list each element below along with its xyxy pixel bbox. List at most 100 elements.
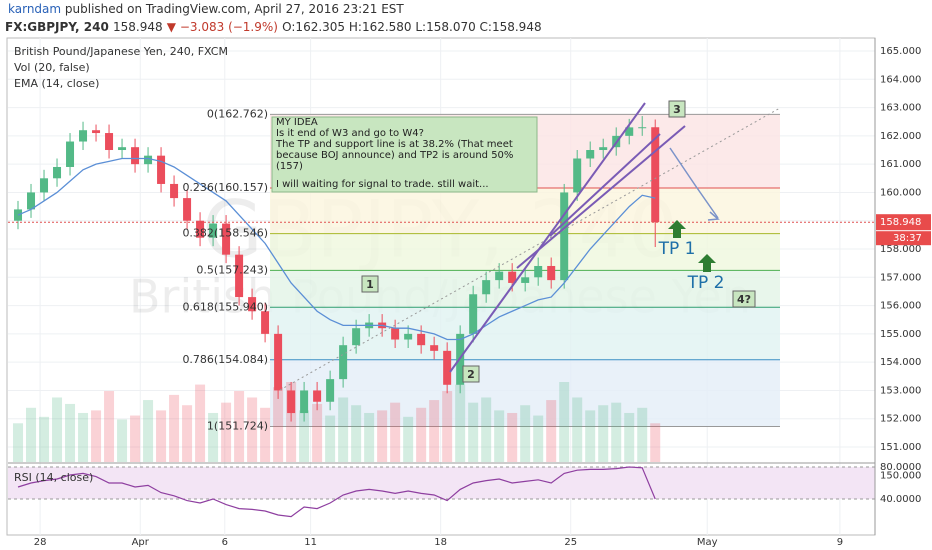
last-price: 158.948 xyxy=(113,20,163,34)
volume-bar xyxy=(78,412,89,462)
rsi-band xyxy=(8,467,875,499)
volume-bar xyxy=(208,412,219,462)
dotted-trend xyxy=(279,107,781,391)
y-tick-label: 154.000 xyxy=(880,357,921,368)
candle-body xyxy=(131,147,140,165)
candle-body xyxy=(417,333,426,346)
volume-bar xyxy=(312,403,323,462)
volume-bar xyxy=(546,400,557,462)
candle-body xyxy=(404,333,413,340)
target-label: TP 2 xyxy=(687,273,725,293)
author[interactable]: karndam xyxy=(8,2,61,16)
x-tick-label: 6 xyxy=(222,537,228,548)
candle-body xyxy=(66,141,75,167)
volume-bar xyxy=(351,405,362,462)
volume-bar xyxy=(507,412,518,462)
y-tick-label: 150.000 xyxy=(880,470,921,481)
volume-bar xyxy=(494,410,505,462)
volume-bar xyxy=(286,382,297,462)
volume-bar xyxy=(637,407,648,462)
y-tick-label: 165.000 xyxy=(880,46,921,57)
volume-bar xyxy=(104,391,115,462)
note-line: Is it end of W3 and go to W4? xyxy=(276,128,424,139)
candle-body xyxy=(274,333,283,391)
volume-bar xyxy=(169,394,180,462)
fib-label: 0.5(157.243) xyxy=(196,263,268,276)
candle-body xyxy=(495,271,504,281)
candle-body xyxy=(469,294,478,334)
y-tick-label: 160.000 xyxy=(880,187,921,198)
target-label: TP 1 xyxy=(658,239,696,259)
volume-bar xyxy=(468,402,479,462)
path-arrow xyxy=(669,147,719,219)
candle-body xyxy=(573,158,582,193)
note-line: (157) xyxy=(276,161,303,172)
timer-tag: 38:37 xyxy=(893,233,922,244)
candle-body xyxy=(92,130,101,134)
trend-line xyxy=(516,125,686,269)
price-tag-bg xyxy=(876,214,931,231)
drawings xyxy=(279,102,781,391)
volume-bar xyxy=(429,400,440,462)
volume-bar xyxy=(611,402,622,462)
ema-line xyxy=(17,157,656,341)
y-tick-label: 164.000 xyxy=(880,74,921,85)
x-tick-label: 11 xyxy=(304,537,317,548)
volume-bar xyxy=(338,397,349,462)
candle-body xyxy=(235,254,244,298)
volume-bar xyxy=(455,384,466,462)
candle-body xyxy=(222,223,231,255)
y-tick-label: 156.000 xyxy=(880,301,921,312)
y-tick-label: 158.000 xyxy=(880,244,921,255)
note-line: The TP and support line is at 38.2% (Tha… xyxy=(275,139,513,150)
y-tick-label: 155.000 xyxy=(880,329,921,340)
y-tick-label: 151.000 xyxy=(880,442,921,453)
change: ▼ −3.083 (−1.9%) xyxy=(167,20,278,34)
volume-bar xyxy=(221,402,232,462)
note-line: MY IDEA xyxy=(276,117,318,128)
y-tick-label: 152.000 xyxy=(880,414,921,425)
volume-bar xyxy=(26,407,37,462)
volume-bar xyxy=(65,403,76,462)
symbol-line: FX:GBPJPY, 240 158.948 ▼ −3.083 (−1.9%) … xyxy=(5,20,542,34)
price-tag: 158.948 xyxy=(880,217,921,228)
candle-body xyxy=(326,379,335,402)
wave-box xyxy=(668,100,686,118)
trend-line xyxy=(549,133,661,237)
candle-body xyxy=(534,265,543,278)
candle-body xyxy=(599,147,608,151)
volume-bar xyxy=(299,410,310,462)
candle-body xyxy=(651,127,660,223)
volume-bar xyxy=(39,416,50,462)
x-tick-label: Apr xyxy=(132,537,150,548)
candle-body xyxy=(248,297,257,312)
wave-box xyxy=(732,290,756,308)
volume-bar xyxy=(117,419,128,462)
candle-body xyxy=(144,155,153,165)
rsi-tick-label: 80.0000 xyxy=(880,462,921,473)
fib-label: 1(151.724) xyxy=(207,420,268,433)
candle-body xyxy=(196,220,205,238)
candle-body xyxy=(586,150,595,159)
candle-body xyxy=(261,311,270,334)
wave-box xyxy=(361,275,379,293)
volume-bar xyxy=(481,397,492,462)
candle-body xyxy=(560,192,569,281)
up-arrow xyxy=(668,220,686,238)
candle-body xyxy=(547,265,556,281)
volume-bar xyxy=(403,416,414,462)
volume-bar xyxy=(533,415,544,462)
rsi-tick-label: 40.0000 xyxy=(880,494,921,505)
volume-bar xyxy=(520,405,531,462)
candle-body xyxy=(118,147,127,151)
candle-body xyxy=(521,277,530,283)
arrow-head xyxy=(707,211,720,221)
volume-bar xyxy=(234,391,245,462)
candle-body xyxy=(430,345,439,351)
candle-body xyxy=(105,133,114,151)
volume-bar xyxy=(624,412,635,462)
volume-bar xyxy=(182,405,193,462)
trend-line xyxy=(449,102,646,373)
volume-bar xyxy=(416,407,427,462)
